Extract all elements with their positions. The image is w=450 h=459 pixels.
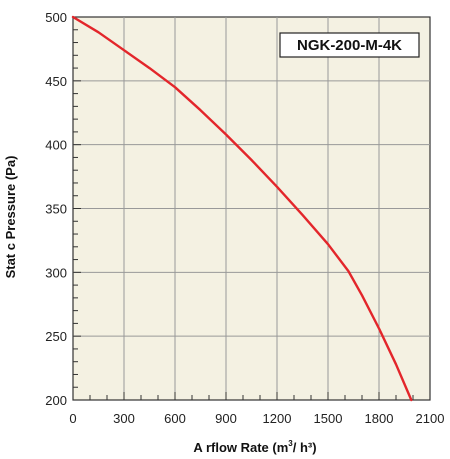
x-axis-title-main: A rflow Rate (m (193, 440, 288, 455)
y-axis-title: Stat c Pressure (Pa) (3, 156, 18, 279)
x-tick-label: 300 (113, 411, 135, 426)
grid (73, 17, 430, 400)
y-tick-label: 400 (45, 138, 67, 153)
x-tick-label: 2100 (416, 411, 445, 426)
x-tick-label: 1800 (365, 411, 394, 426)
x-tick-label: 1200 (263, 411, 292, 426)
x-axis-title: A rflow Rate (m3/ h³) (193, 439, 316, 455)
x-tick-label: 0 (69, 411, 76, 426)
x-axis-title-sup: 3 (288, 439, 293, 448)
y-tick-label: 350 (45, 202, 67, 217)
x-axis-title-tail: / h³) (293, 440, 317, 455)
series-layer (71, 15, 413, 402)
y-tick-label: 300 (45, 265, 67, 280)
x-tick-label: 600 (164, 411, 186, 426)
y-tick-label: 250 (45, 329, 67, 344)
model-label: NGK-200-M-4K (297, 37, 402, 54)
y-tick-label: 450 (45, 74, 67, 89)
x-tick-labels: 0 300 600 900 1200 1500 1800 2100 (69, 411, 444, 426)
model-label-box (279, 32, 420, 58)
x-tick-label: 900 (215, 411, 237, 426)
y-tick-labels: 200 250 300 350 400 450 500 (45, 10, 67, 408)
y-tick-label: 200 (45, 393, 67, 408)
minor-ticks (72, 16, 431, 401)
y-tick-label: 500 (45, 10, 67, 25)
series-line (71, 15, 413, 402)
x-tick-label: 1500 (314, 411, 343, 426)
